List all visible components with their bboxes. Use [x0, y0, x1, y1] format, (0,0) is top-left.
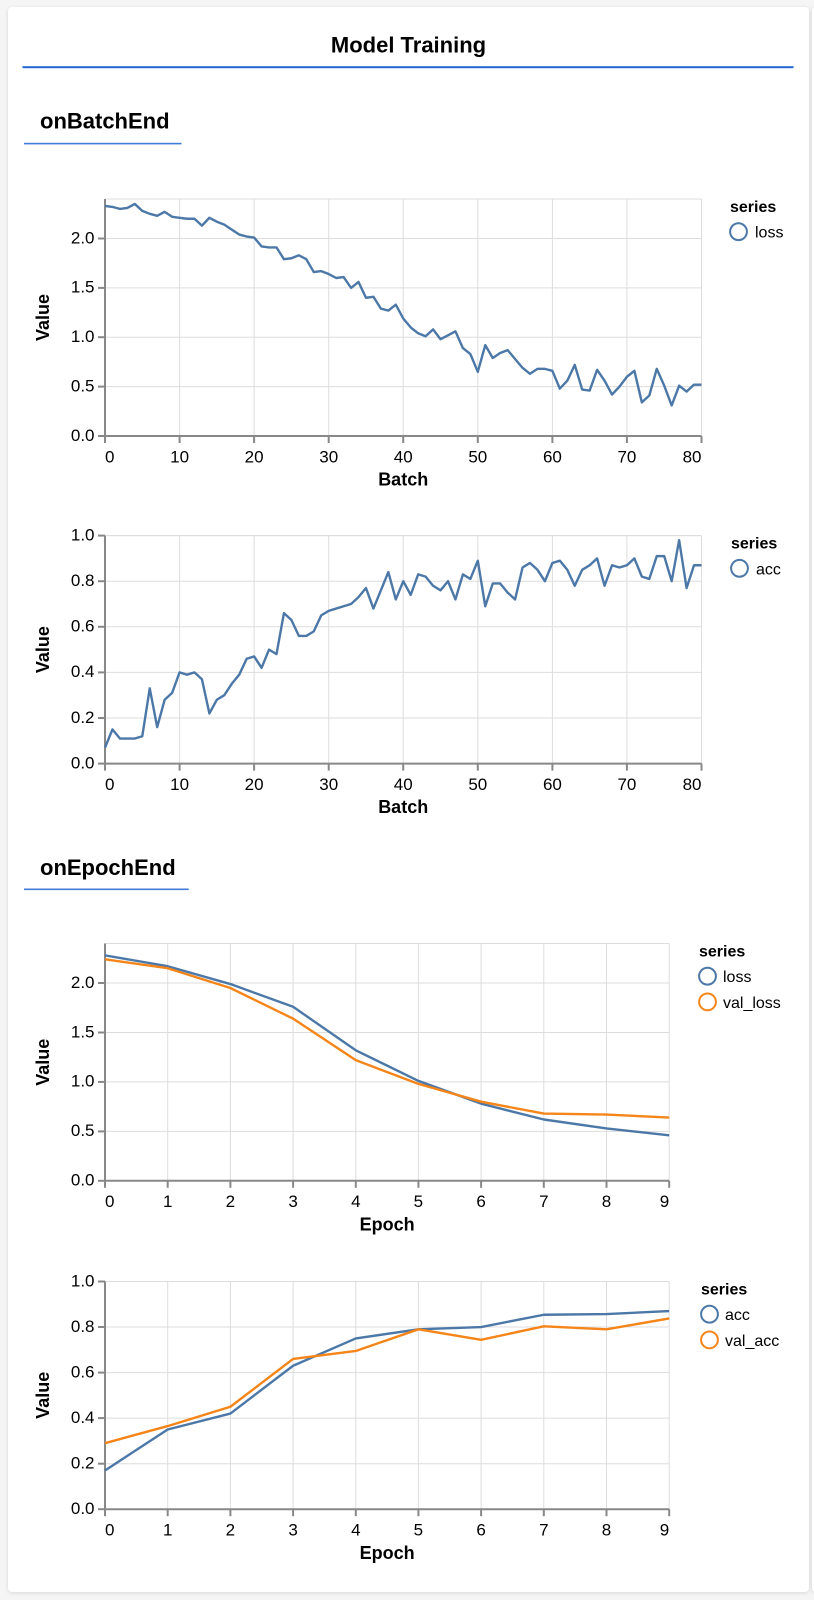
- svg-text:0.0: 0.0: [71, 426, 95, 445]
- svg-text:acc: acc: [756, 561, 781, 578]
- svg-text:7: 7: [539, 1521, 548, 1540]
- svg-text:0: 0: [105, 775, 114, 794]
- svg-text:Epoch: Epoch: [360, 1543, 415, 1563]
- svg-text:0: 0: [105, 1192, 114, 1211]
- svg-text:50: 50: [468, 775, 487, 794]
- svg-text:9: 9: [660, 1192, 669, 1211]
- svg-text:80: 80: [683, 447, 702, 466]
- svg-text:30: 30: [319, 775, 338, 794]
- svg-text:1.0: 1.0: [71, 1271, 95, 1290]
- svg-text:9: 9: [660, 1521, 669, 1540]
- svg-text:0.8: 0.8: [71, 571, 95, 590]
- svg-text:Batch: Batch: [378, 470, 428, 490]
- svg-text:4: 4: [351, 1192, 360, 1211]
- svg-text:10: 10: [170, 775, 189, 794]
- svg-text:6: 6: [476, 1192, 485, 1211]
- svg-text:0: 0: [105, 1521, 114, 1540]
- svg-text:Value: Value: [33, 1039, 53, 1086]
- svg-text:0.4: 0.4: [71, 1408, 95, 1427]
- svg-text:60: 60: [543, 447, 562, 466]
- svg-text:Epoch: Epoch: [360, 1214, 415, 1234]
- svg-text:Model Training: Model Training: [331, 33, 486, 58]
- svg-text:30: 30: [319, 447, 338, 466]
- svg-text:70: 70: [617, 447, 636, 466]
- svg-text:0.0: 0.0: [71, 753, 95, 772]
- svg-text:50: 50: [468, 447, 487, 466]
- svg-text:40: 40: [394, 775, 413, 794]
- svg-text:0.4: 0.4: [71, 662, 95, 681]
- svg-text:5: 5: [414, 1192, 423, 1211]
- svg-text:20: 20: [245, 775, 264, 794]
- svg-text:Value: Value: [33, 1372, 53, 1419]
- svg-text:1.0: 1.0: [71, 525, 95, 544]
- svg-text:10: 10: [170, 447, 189, 466]
- svg-text:7: 7: [539, 1192, 548, 1211]
- svg-text:loss: loss: [755, 225, 783, 242]
- svg-text:0.6: 0.6: [71, 1362, 95, 1381]
- svg-text:60: 60: [543, 775, 562, 794]
- svg-text:6: 6: [476, 1521, 485, 1540]
- svg-text:5: 5: [414, 1521, 423, 1540]
- svg-text:Value: Value: [33, 294, 53, 341]
- svg-text:1.5: 1.5: [71, 1022, 95, 1041]
- svg-text:0.6: 0.6: [71, 617, 95, 636]
- svg-text:2.0: 2.0: [71, 228, 95, 247]
- svg-text:1.0: 1.0: [71, 327, 95, 346]
- svg-text:val_acc: val_acc: [725, 1333, 779, 1350]
- svg-text:1: 1: [163, 1521, 172, 1540]
- svg-text:3: 3: [288, 1521, 297, 1540]
- svg-text:onBatchEnd: onBatchEnd: [40, 109, 170, 134]
- svg-text:Batch: Batch: [378, 797, 428, 817]
- svg-text:1: 1: [163, 1192, 172, 1211]
- svg-text:loss: loss: [723, 969, 751, 986]
- svg-text:40: 40: [394, 447, 413, 466]
- svg-text:2.0: 2.0: [71, 973, 95, 992]
- svg-text:0.5: 0.5: [71, 1121, 95, 1140]
- svg-text:0.0: 0.0: [71, 1499, 95, 1518]
- svg-text:70: 70: [617, 775, 636, 794]
- svg-text:0.2: 0.2: [71, 1454, 95, 1473]
- svg-text:80: 80: [683, 775, 702, 794]
- svg-text:0: 0: [105, 447, 114, 466]
- svg-text:1.0: 1.0: [71, 1072, 95, 1091]
- svg-text:2: 2: [226, 1192, 235, 1211]
- svg-text:8: 8: [602, 1192, 611, 1211]
- svg-text:val_loss: val_loss: [723, 995, 781, 1012]
- svg-text:acc: acc: [725, 1307, 750, 1324]
- svg-text:3: 3: [288, 1192, 297, 1211]
- svg-text:onEpochEnd: onEpochEnd: [40, 855, 176, 880]
- svg-text:0.0: 0.0: [71, 1171, 95, 1190]
- svg-text:series: series: [701, 1282, 747, 1299]
- svg-text:series: series: [699, 944, 745, 961]
- svg-text:0.8: 0.8: [71, 1317, 95, 1336]
- svg-text:8: 8: [602, 1521, 611, 1540]
- svg-text:series: series: [730, 199, 776, 216]
- svg-text:Value: Value: [33, 626, 53, 673]
- svg-text:0.5: 0.5: [71, 376, 95, 395]
- svg-text:series: series: [731, 536, 777, 553]
- svg-text:0.2: 0.2: [71, 708, 95, 727]
- svg-text:2: 2: [226, 1521, 235, 1540]
- svg-text:4: 4: [351, 1521, 360, 1540]
- svg-text:1.5: 1.5: [71, 278, 95, 297]
- svg-text:20: 20: [245, 447, 264, 466]
